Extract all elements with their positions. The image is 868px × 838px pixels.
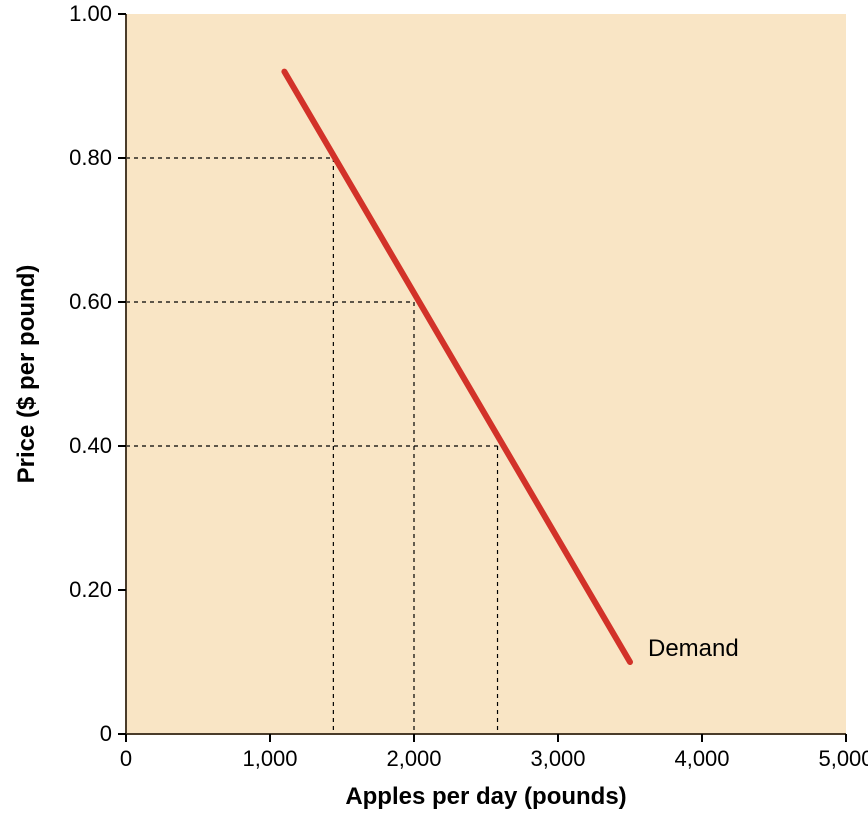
y-tick-label: 0.20 <box>69 577 112 602</box>
y-tick-label: 0 <box>100 721 112 746</box>
x-tick-label: 0 <box>120 746 132 771</box>
y-axis-label: Price ($ per pound) <box>13 265 40 484</box>
y-tick-label: 0.40 <box>69 433 112 458</box>
chart-container: Demand 0 1,000 2,000 3,000 4,000 5,000 0 0.20 0.4… <box>0 0 868 838</box>
y-tick-label: 0.60 <box>69 289 112 314</box>
plot-area <box>126 14 846 734</box>
x-axis-label: Apples per day (pounds) <box>345 783 626 810</box>
y-tick-label: 0.80 <box>69 145 112 170</box>
x-tick-label: 1,000 <box>242 746 297 771</box>
x-tick-label: 4,000 <box>674 746 729 771</box>
y-tick-label: 1.00 <box>69 1 112 26</box>
demand-chart-svg: Demand 0 1,000 2,000 3,000 4,000 5,000 0 0.20 0.4… <box>0 0 868 838</box>
x-tick-label: 3,000 <box>530 746 585 771</box>
demand-label: Demand <box>648 635 739 662</box>
x-tick-label: 5,000 <box>818 746 868 771</box>
x-tick-label: 2,000 <box>386 746 441 771</box>
